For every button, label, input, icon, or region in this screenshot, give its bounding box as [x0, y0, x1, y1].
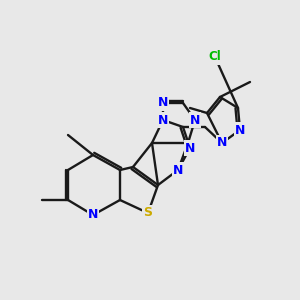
Text: S: S	[143, 206, 152, 220]
Text: N: N	[158, 97, 168, 110]
Text: N: N	[190, 113, 200, 127]
Text: N: N	[88, 208, 98, 221]
Text: N: N	[158, 113, 168, 127]
Text: N: N	[235, 124, 245, 136]
Text: N: N	[185, 142, 195, 154]
Text: Cl: Cl	[208, 50, 221, 64]
Text: N: N	[173, 164, 183, 176]
Text: N: N	[217, 136, 227, 149]
